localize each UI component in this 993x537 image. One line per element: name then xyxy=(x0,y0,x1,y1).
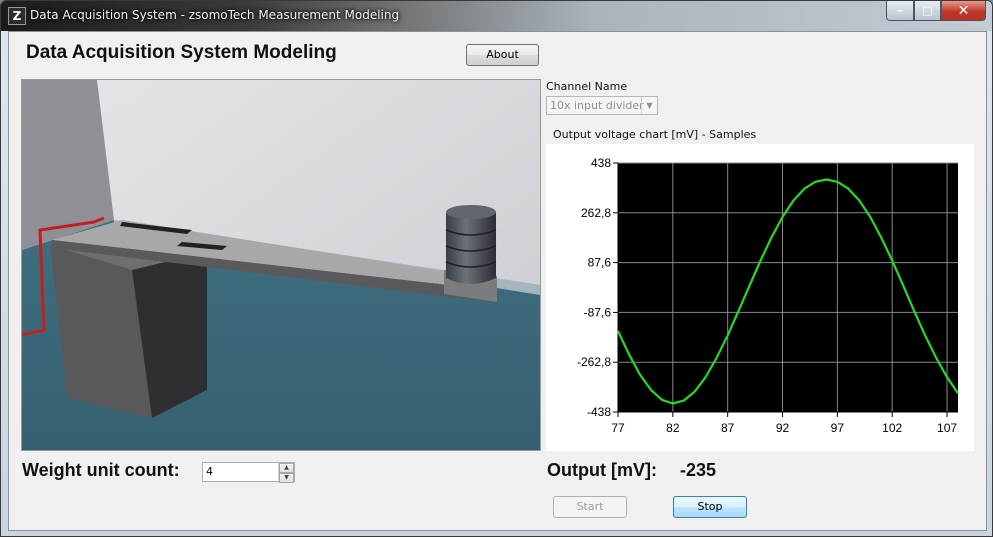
weight-unit-stepper[interactable]: 4 ▲ ▼ xyxy=(202,462,295,483)
client-area: Data Acquisition System Modeling About xyxy=(8,31,987,531)
output-label: Output [mV]: xyxy=(547,460,657,480)
y-tick-label: 87,6 xyxy=(588,256,612,270)
y-tick-label: 262,8 xyxy=(581,206,611,220)
x-tick-label: 92 xyxy=(776,421,790,435)
stepper-up-icon[interactable]: ▲ xyxy=(279,463,294,473)
weight-unit-label: Weight unit count: xyxy=(22,460,180,480)
window-title: Data Acquisition System - zsomoTech Meas… xyxy=(30,8,400,22)
weight-unit-value[interactable]: 4 xyxy=(206,465,213,478)
output-value: -235 xyxy=(680,460,717,480)
x-tick-label: 82 xyxy=(666,421,680,435)
sensor-cable xyxy=(22,220,95,337)
chart-caption: Output voltage chart [mV] - Samples xyxy=(553,128,757,141)
chart-panel: 77 82 87 92 97 102 107 438 262,8 87,6 -87,6 -262,8 -… xyxy=(546,144,974,451)
close-button[interactable]: ✕ xyxy=(941,1,986,21)
channel-select-value: 10x input divider xyxy=(550,99,644,112)
stepper-buttons: ▲ ▼ xyxy=(278,463,294,483)
y-tick-label: -87,6 xyxy=(584,305,612,319)
app-icon: Z xyxy=(8,7,26,25)
caption-buttons: – □ ✕ xyxy=(886,1,986,21)
minimize-button[interactable]: – xyxy=(886,1,914,21)
scene-3d-render xyxy=(22,80,540,450)
x-tick-label: 107 xyxy=(937,421,957,435)
x-tick-label: 97 xyxy=(831,421,845,435)
channel-select[interactable]: 10x input divider ▼ xyxy=(546,96,658,115)
side-wall xyxy=(22,80,114,250)
beam-top xyxy=(52,220,497,290)
maximize-button[interactable]: □ xyxy=(914,1,941,21)
page-title: Data Acquisition System Modeling xyxy=(26,42,337,63)
channel-name-label: Channel Name xyxy=(546,80,628,93)
pillar-side xyxy=(132,252,207,418)
pillar-front xyxy=(50,245,152,418)
y-tick-label: -438 xyxy=(587,405,611,419)
beam-edge xyxy=(52,240,492,302)
x-tick-label: 87 xyxy=(721,421,735,435)
about-button[interactable]: About xyxy=(466,44,539,66)
y-tick-label: -262,8 xyxy=(577,355,611,369)
start-button[interactable]: Start xyxy=(553,496,627,518)
title-bar[interactable]: Z Data Acquisition System - zsomoTech Me… xyxy=(1,1,992,31)
x-tick-label: 102 xyxy=(882,421,902,435)
strain-gauge xyxy=(177,242,227,250)
y-tick-label: 438 xyxy=(591,156,611,170)
stop-button[interactable]: Stop xyxy=(673,496,747,518)
chevron-down-icon[interactable]: ▼ xyxy=(641,97,657,114)
stepper-down-icon[interactable]: ▼ xyxy=(279,473,294,483)
series-line xyxy=(617,178,959,405)
plot-area xyxy=(618,163,958,412)
scene-viewport[interactable] xyxy=(21,79,541,451)
x-tick-label: 77 xyxy=(611,421,625,435)
voltage-chart: 77 82 87 92 97 102 107 438 262,8 87,6 -87,6 -262,8 -… xyxy=(577,156,959,435)
